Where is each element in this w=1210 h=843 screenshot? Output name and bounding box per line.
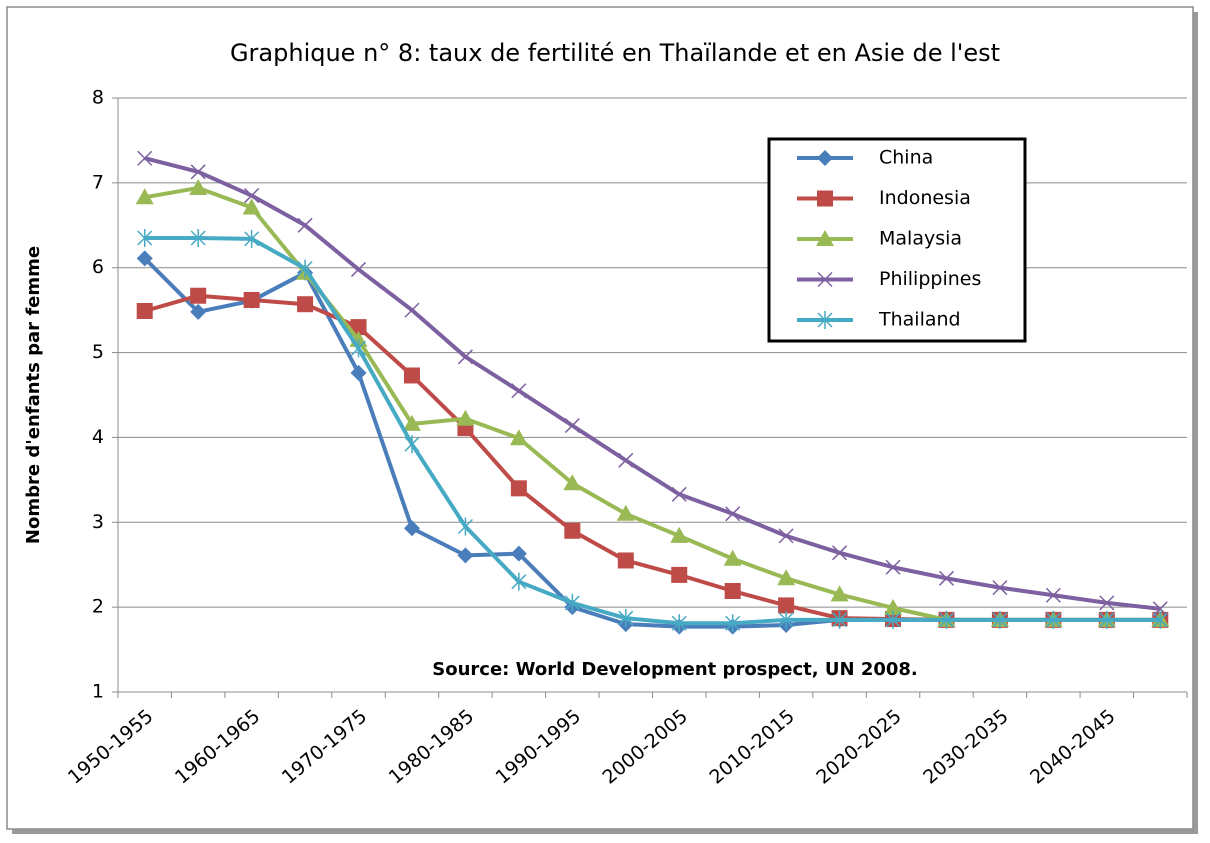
marker bbox=[938, 570, 955, 586]
marker bbox=[1152, 601, 1168, 617]
marker bbox=[778, 597, 795, 614]
legend-label: Indonesia bbox=[879, 187, 971, 209]
legend-label: Malaysia bbox=[879, 228, 962, 250]
marker bbox=[885, 559, 901, 575]
y-tick-label: 8 bbox=[92, 87, 104, 109]
legend-label: Philippines bbox=[879, 268, 981, 290]
marker bbox=[404, 302, 420, 318]
marker bbox=[616, 504, 635, 521]
marker bbox=[992, 580, 1008, 596]
marker bbox=[777, 569, 796, 586]
marker bbox=[563, 474, 582, 491]
marker bbox=[136, 250, 153, 267]
marker bbox=[723, 549, 742, 566]
marker bbox=[457, 547, 474, 564]
marker bbox=[671, 614, 687, 633]
marker bbox=[190, 229, 206, 248]
marker bbox=[817, 150, 833, 166]
marker bbox=[244, 188, 260, 204]
marker bbox=[135, 188, 154, 205]
series-line bbox=[144, 156, 1161, 611]
marker bbox=[617, 552, 634, 569]
marker bbox=[243, 291, 260, 308]
marker bbox=[511, 383, 527, 399]
marker bbox=[1099, 610, 1115, 629]
marker bbox=[136, 302, 153, 319]
marker bbox=[244, 229, 260, 248]
marker bbox=[137, 229, 153, 248]
marker bbox=[457, 349, 473, 365]
marker bbox=[402, 414, 421, 431]
marker bbox=[404, 435, 420, 454]
marker bbox=[297, 217, 313, 233]
y-axis-label: Nombre d'enfants par femme bbox=[23, 246, 44, 544]
marker bbox=[992, 610, 1008, 629]
y-tick-label: 3 bbox=[92, 511, 104, 533]
annotation: Source: World Development prospect, UN 2… bbox=[432, 659, 918, 680]
marker bbox=[564, 418, 580, 434]
marker bbox=[778, 610, 794, 629]
y-tick-label: 4 bbox=[92, 426, 104, 448]
marker bbox=[190, 303, 207, 320]
marker bbox=[457, 517, 473, 536]
marker bbox=[350, 261, 367, 277]
y-tick-label: 5 bbox=[92, 341, 104, 363]
legend-label: Thailand bbox=[878, 309, 961, 331]
marker bbox=[885, 610, 901, 629]
marker bbox=[938, 610, 955, 629]
series-line bbox=[144, 236, 1161, 626]
marker bbox=[725, 506, 741, 522]
y-tick-label: 7 bbox=[92, 171, 104, 193]
marker bbox=[297, 259, 313, 278]
marker bbox=[403, 520, 420, 537]
marker bbox=[671, 486, 687, 502]
marker bbox=[137, 150, 153, 166]
marker bbox=[618, 452, 634, 468]
marker bbox=[403, 367, 420, 384]
marker bbox=[816, 230, 834, 246]
marker bbox=[510, 480, 527, 497]
marker bbox=[1152, 610, 1168, 629]
marker bbox=[1099, 595, 1115, 611]
marker bbox=[350, 364, 367, 381]
marker bbox=[724, 583, 741, 600]
marker bbox=[778, 528, 794, 544]
y-tick-label: 2 bbox=[92, 596, 104, 618]
marker bbox=[350, 319, 367, 336]
marker bbox=[1045, 610, 1061, 629]
marker bbox=[189, 178, 208, 195]
marker bbox=[190, 164, 206, 180]
marker bbox=[297, 296, 314, 313]
marker bbox=[832, 610, 848, 629]
chart-title: Graphique n° 8: taux de fertilité en Tha… bbox=[230, 39, 1000, 67]
marker bbox=[456, 409, 475, 426]
marker bbox=[830, 585, 849, 602]
marker bbox=[242, 198, 261, 215]
marker bbox=[564, 522, 581, 539]
frame bbox=[6, 6, 1194, 830]
marker bbox=[350, 339, 367, 358]
marker bbox=[618, 609, 634, 628]
marker bbox=[511, 572, 527, 591]
marker bbox=[817, 190, 833, 207]
marker bbox=[564, 593, 580, 612]
marker bbox=[510, 545, 527, 562]
marker bbox=[670, 526, 689, 543]
legend-label: China bbox=[879, 147, 933, 169]
y-tick-label: 6 bbox=[92, 256, 104, 278]
marker bbox=[884, 598, 903, 615]
marker bbox=[509, 429, 528, 446]
marker bbox=[817, 271, 833, 288]
marker bbox=[817, 311, 833, 329]
marker bbox=[832, 545, 848, 561]
marker bbox=[190, 287, 207, 304]
y-tick-label: 1 bbox=[92, 681, 104, 703]
marker bbox=[671, 566, 688, 583]
marker bbox=[1045, 587, 1061, 603]
marker bbox=[725, 614, 741, 633]
